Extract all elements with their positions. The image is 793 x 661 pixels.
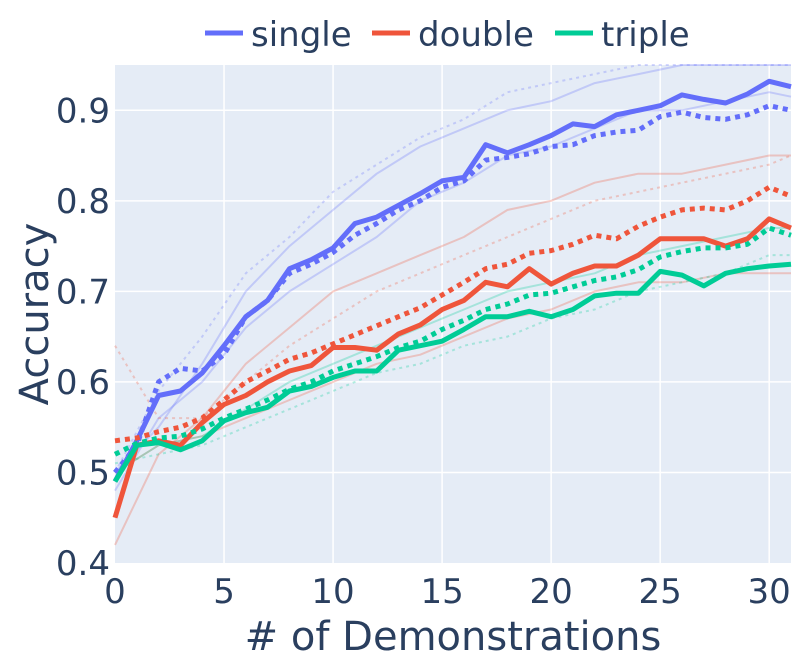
x-axis-title: # of Demonstrations <box>245 614 662 660</box>
series-line <box>114 184 792 444</box>
x-tick-labels: 0 5 10 15 20 25 30 <box>104 572 791 612</box>
faint-series-line <box>114 64 791 473</box>
series-line-single <box>112 78 792 483</box>
faint-series-line <box>114 272 791 474</box>
series-line-triple <box>112 261 792 483</box>
y-tick-label: 0.6 <box>56 363 110 403</box>
y-tick-label: 0.4 <box>56 544 110 584</box>
y-tick-label: 0.8 <box>56 182 110 222</box>
y-axis-title: Accuracy <box>12 223 58 406</box>
x-tick-label: 10 <box>311 572 354 612</box>
faint-series-line <box>114 64 791 474</box>
x-tick-label: 25 <box>639 572 682 612</box>
y-tick-label: 0.9 <box>56 91 110 131</box>
grid-lines <box>115 65 791 563</box>
series-line <box>113 103 792 475</box>
x-tick-label: 20 <box>529 572 572 612</box>
legend-label-double: double <box>418 15 534 55</box>
y-tick-label: 0.7 <box>56 272 110 312</box>
y-tick-label: 0.5 <box>56 453 110 493</box>
series-line-double <box>112 216 792 519</box>
y-tick-labels: 0.4 0.5 0.6 0.7 0.8 0.9 <box>56 91 110 584</box>
x-tick-label: 15 <box>420 572 463 612</box>
x-tick-label: 30 <box>748 572 791 612</box>
faint-series-line <box>114 154 791 546</box>
legend-label-triple: triple <box>601 15 690 55</box>
plot-background <box>115 65 791 563</box>
legend-label-single: single <box>251 15 352 55</box>
legend: single double triple <box>205 15 690 55</box>
x-tick-label: 5 <box>213 572 235 612</box>
x-tick-label: 0 <box>104 572 126 612</box>
main-series-layer <box>112 78 792 519</box>
series-line <box>113 225 792 457</box>
faint-series-line <box>114 254 791 465</box>
